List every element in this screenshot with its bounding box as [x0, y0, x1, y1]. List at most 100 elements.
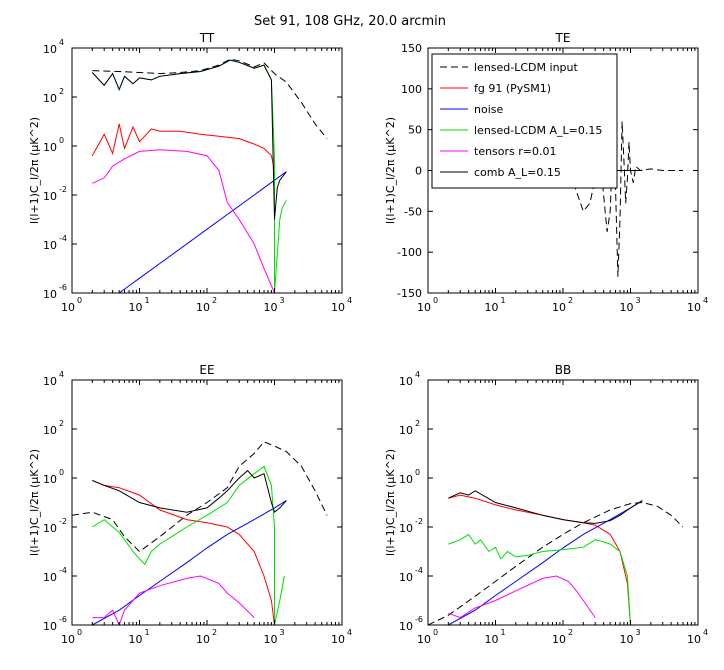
y-tick-label: 10 [43, 43, 57, 56]
x-tick-label: 10 [196, 301, 210, 314]
series-tensors-r-0-01 [92, 575, 255, 625]
series-fg-91-pysm1- [92, 479, 275, 625]
legend-label: comb A_L=0.15 [474, 166, 561, 179]
y-tick-exponent: -4 [415, 566, 423, 575]
x-tick-label: 10 [61, 301, 75, 314]
y-tick-label: 0 [415, 165, 422, 178]
series-noise [118, 171, 287, 293]
x-tick-label: 10 [61, 633, 75, 646]
legend-box [431, 53, 618, 189]
y-tick-exponent: 4 [59, 370, 64, 379]
y-tick-label: 10 [399, 620, 413, 633]
legend: lensed-LCDM input fg 91 (PySM1) noise lense… [431, 53, 618, 189]
x-tick-label: 10 [687, 633, 701, 646]
y-tick-exponent: 2 [415, 419, 420, 428]
legend-label: lensed-LCDM A_L=0.15 [474, 124, 602, 137]
series-fg-91-pysm1- [91, 123, 275, 293]
y-tick-label: 10 [43, 239, 57, 252]
y-tick-exponent: 4 [59, 38, 64, 47]
series-lensed-lcdm-a-l-0-15 [92, 465, 285, 625]
series-noise [92, 500, 287, 625]
series-lensed-lcdm-input [428, 501, 684, 625]
y-tick-label: -100 [397, 246, 422, 259]
x-tick-exponent: 3 [280, 296, 285, 305]
x-tick-label: 10 [552, 301, 566, 314]
y-tick-label: 10 [43, 92, 57, 105]
y-tick-exponent: 0 [59, 136, 64, 145]
x-tick-exponent: 1 [501, 628, 506, 637]
series-group [91, 58, 328, 293]
y-tick-exponent: -4 [59, 234, 67, 243]
y-tick-exponent: -2 [415, 517, 423, 526]
y-tick-label: -150 [397, 287, 422, 300]
series-group [72, 441, 328, 625]
axes-frame [71, 47, 343, 294]
series-lensed-lcdm-a-l-0-15 [448, 533, 631, 625]
y-tick-label: 10 [43, 424, 57, 437]
panel-title: TE [555, 31, 571, 45]
x-tick-label: 10 [264, 633, 278, 646]
x-tick-exponent: 2 [212, 296, 217, 305]
series-lensed-lcdm-input [448, 121, 683, 277]
legend-label: lensed-LCDM input [474, 61, 578, 74]
x-tick-exponent: 3 [636, 296, 641, 305]
x-tick-exponent: 2 [568, 628, 573, 637]
y-tick-exponent: -4 [59, 566, 67, 575]
y-axis-label: l(l+1)C_l/2π (μK^2) [384, 449, 397, 556]
panel-title: EE [199, 363, 214, 377]
y-tick-label: 10 [43, 473, 57, 486]
x-tick-label: 10 [331, 301, 345, 314]
y-tick-exponent: -2 [59, 185, 67, 194]
y-tick-label: 10 [43, 620, 57, 633]
series-noise [448, 500, 643, 625]
y-tick-label: 100 [401, 83, 422, 96]
y-tick-exponent: 0 [415, 468, 420, 477]
y-tick-exponent: -2 [59, 517, 67, 526]
y-axis-label: l(l+1)C_l/2π (μK^2) [28, 449, 41, 556]
y-tick-exponent: 4 [415, 370, 420, 379]
x-tick-label: 10 [485, 301, 499, 314]
x-tick-label: 10 [485, 633, 499, 646]
x-tick-exponent: 1 [501, 296, 506, 305]
x-tick-exponent: 3 [280, 628, 285, 637]
x-tick-label: 10 [417, 301, 431, 314]
y-tick-label: 10 [399, 473, 413, 486]
legend-label: tensors r=0.01 [474, 145, 557, 158]
series-lensed-lcdm-input [72, 441, 328, 553]
figure-title: Set 91, 108 GHz, 20.0 arcmin [254, 14, 446, 29]
x-tick-exponent: 2 [212, 628, 217, 637]
legend-label: noise [474, 103, 503, 116]
series-tensors-r-0-01 [448, 575, 596, 619]
panel-title: BB [555, 363, 571, 377]
x-tick-exponent: 0 [77, 628, 82, 637]
y-tick-label: 10 [43, 190, 57, 203]
x-tick-label: 10 [129, 301, 143, 314]
panel-tt: TTl(l+1)C_l/2π (μK^2)10010110210310410-6… [28, 31, 352, 314]
y-axis-label: l(l+1)C_l/2π (μK^2) [384, 117, 397, 224]
x-tick-label: 10 [620, 633, 634, 646]
x-tick-exponent: 0 [433, 296, 438, 305]
x-tick-label: 10 [331, 633, 345, 646]
x-tick-label: 10 [417, 633, 431, 646]
y-tick-label: 10 [399, 571, 413, 584]
panel-ee: EEl(l+1)C_l/2π (μK^2)10010110210310410-6… [28, 363, 352, 646]
y-tick-label: 10 [43, 141, 57, 154]
panel-bb: BBl(l+1)C_l/2π (μK^2)10010110210310410-6… [384, 363, 708, 646]
y-tick-label: 10 [399, 522, 413, 535]
series-group [428, 490, 684, 625]
panel-title: TT [199, 31, 215, 45]
y-axis-label: l(l+1)C_l/2π (μK^2) [28, 117, 41, 224]
legend-label: fg 91 (PySM1) [474, 82, 551, 95]
y-tick-label: 50 [408, 124, 422, 137]
panel-te: TEl(l+1)C_l/2π (μK^2)100101102103104-150… [384, 31, 708, 314]
x-tick-label: 10 [552, 633, 566, 646]
x-tick-exponent: 4 [347, 628, 352, 637]
y-tick-label: 10 [399, 375, 413, 388]
series-lensed-lcdm-input [92, 58, 328, 139]
series-comb-a-l-0-15 [448, 490, 643, 524]
x-tick-label: 10 [620, 301, 634, 314]
panels: TTl(l+1)C_l/2π (μK^2)10010110210310410-6… [28, 31, 708, 646]
y-tick-label: -50 [404, 205, 422, 218]
y-tick-exponent: 2 [59, 87, 64, 96]
